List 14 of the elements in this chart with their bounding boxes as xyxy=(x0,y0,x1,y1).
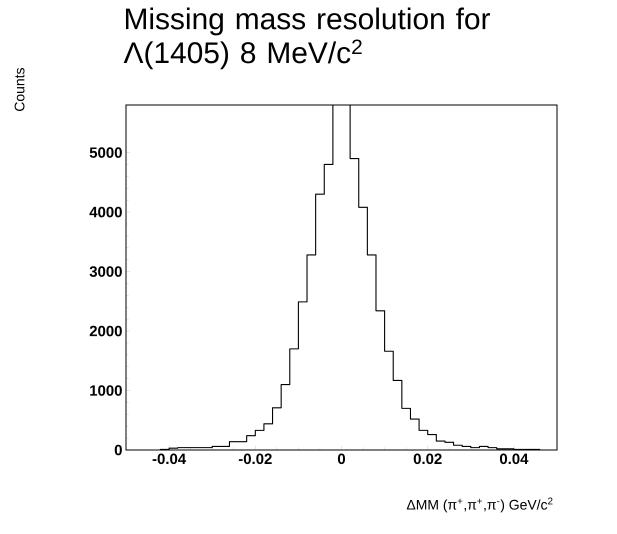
y-tick-label: 2000 xyxy=(90,326,122,336)
x-tick-label: 0.04 xyxy=(500,454,528,464)
y-tick-label: 4000 xyxy=(89,206,122,218)
x-tick-label: -0.04 xyxy=(152,454,186,464)
x-tick-label: 0.02 xyxy=(414,454,442,464)
x-tick-label: -0.02 xyxy=(238,454,272,464)
y-tick-label: 1000 xyxy=(90,385,122,396)
y-tick-label: 5000 xyxy=(90,147,122,158)
y-tick-label: 3000 xyxy=(90,266,122,277)
x-tick-label: 0 xyxy=(338,454,346,464)
x-axis-title: ΔMM (π$^{+}$,π$^{+}$,π$^{-}$) GeV/c$^{2}$ xyxy=(406,498,552,512)
y-axis-title: Counts xyxy=(14,68,24,112)
chart-title: Missing mass resolution for Λ(1405) 8 MeV/c$^{2}$ xyxy=(124,8,490,70)
y-tick-label: 0 xyxy=(114,444,122,456)
